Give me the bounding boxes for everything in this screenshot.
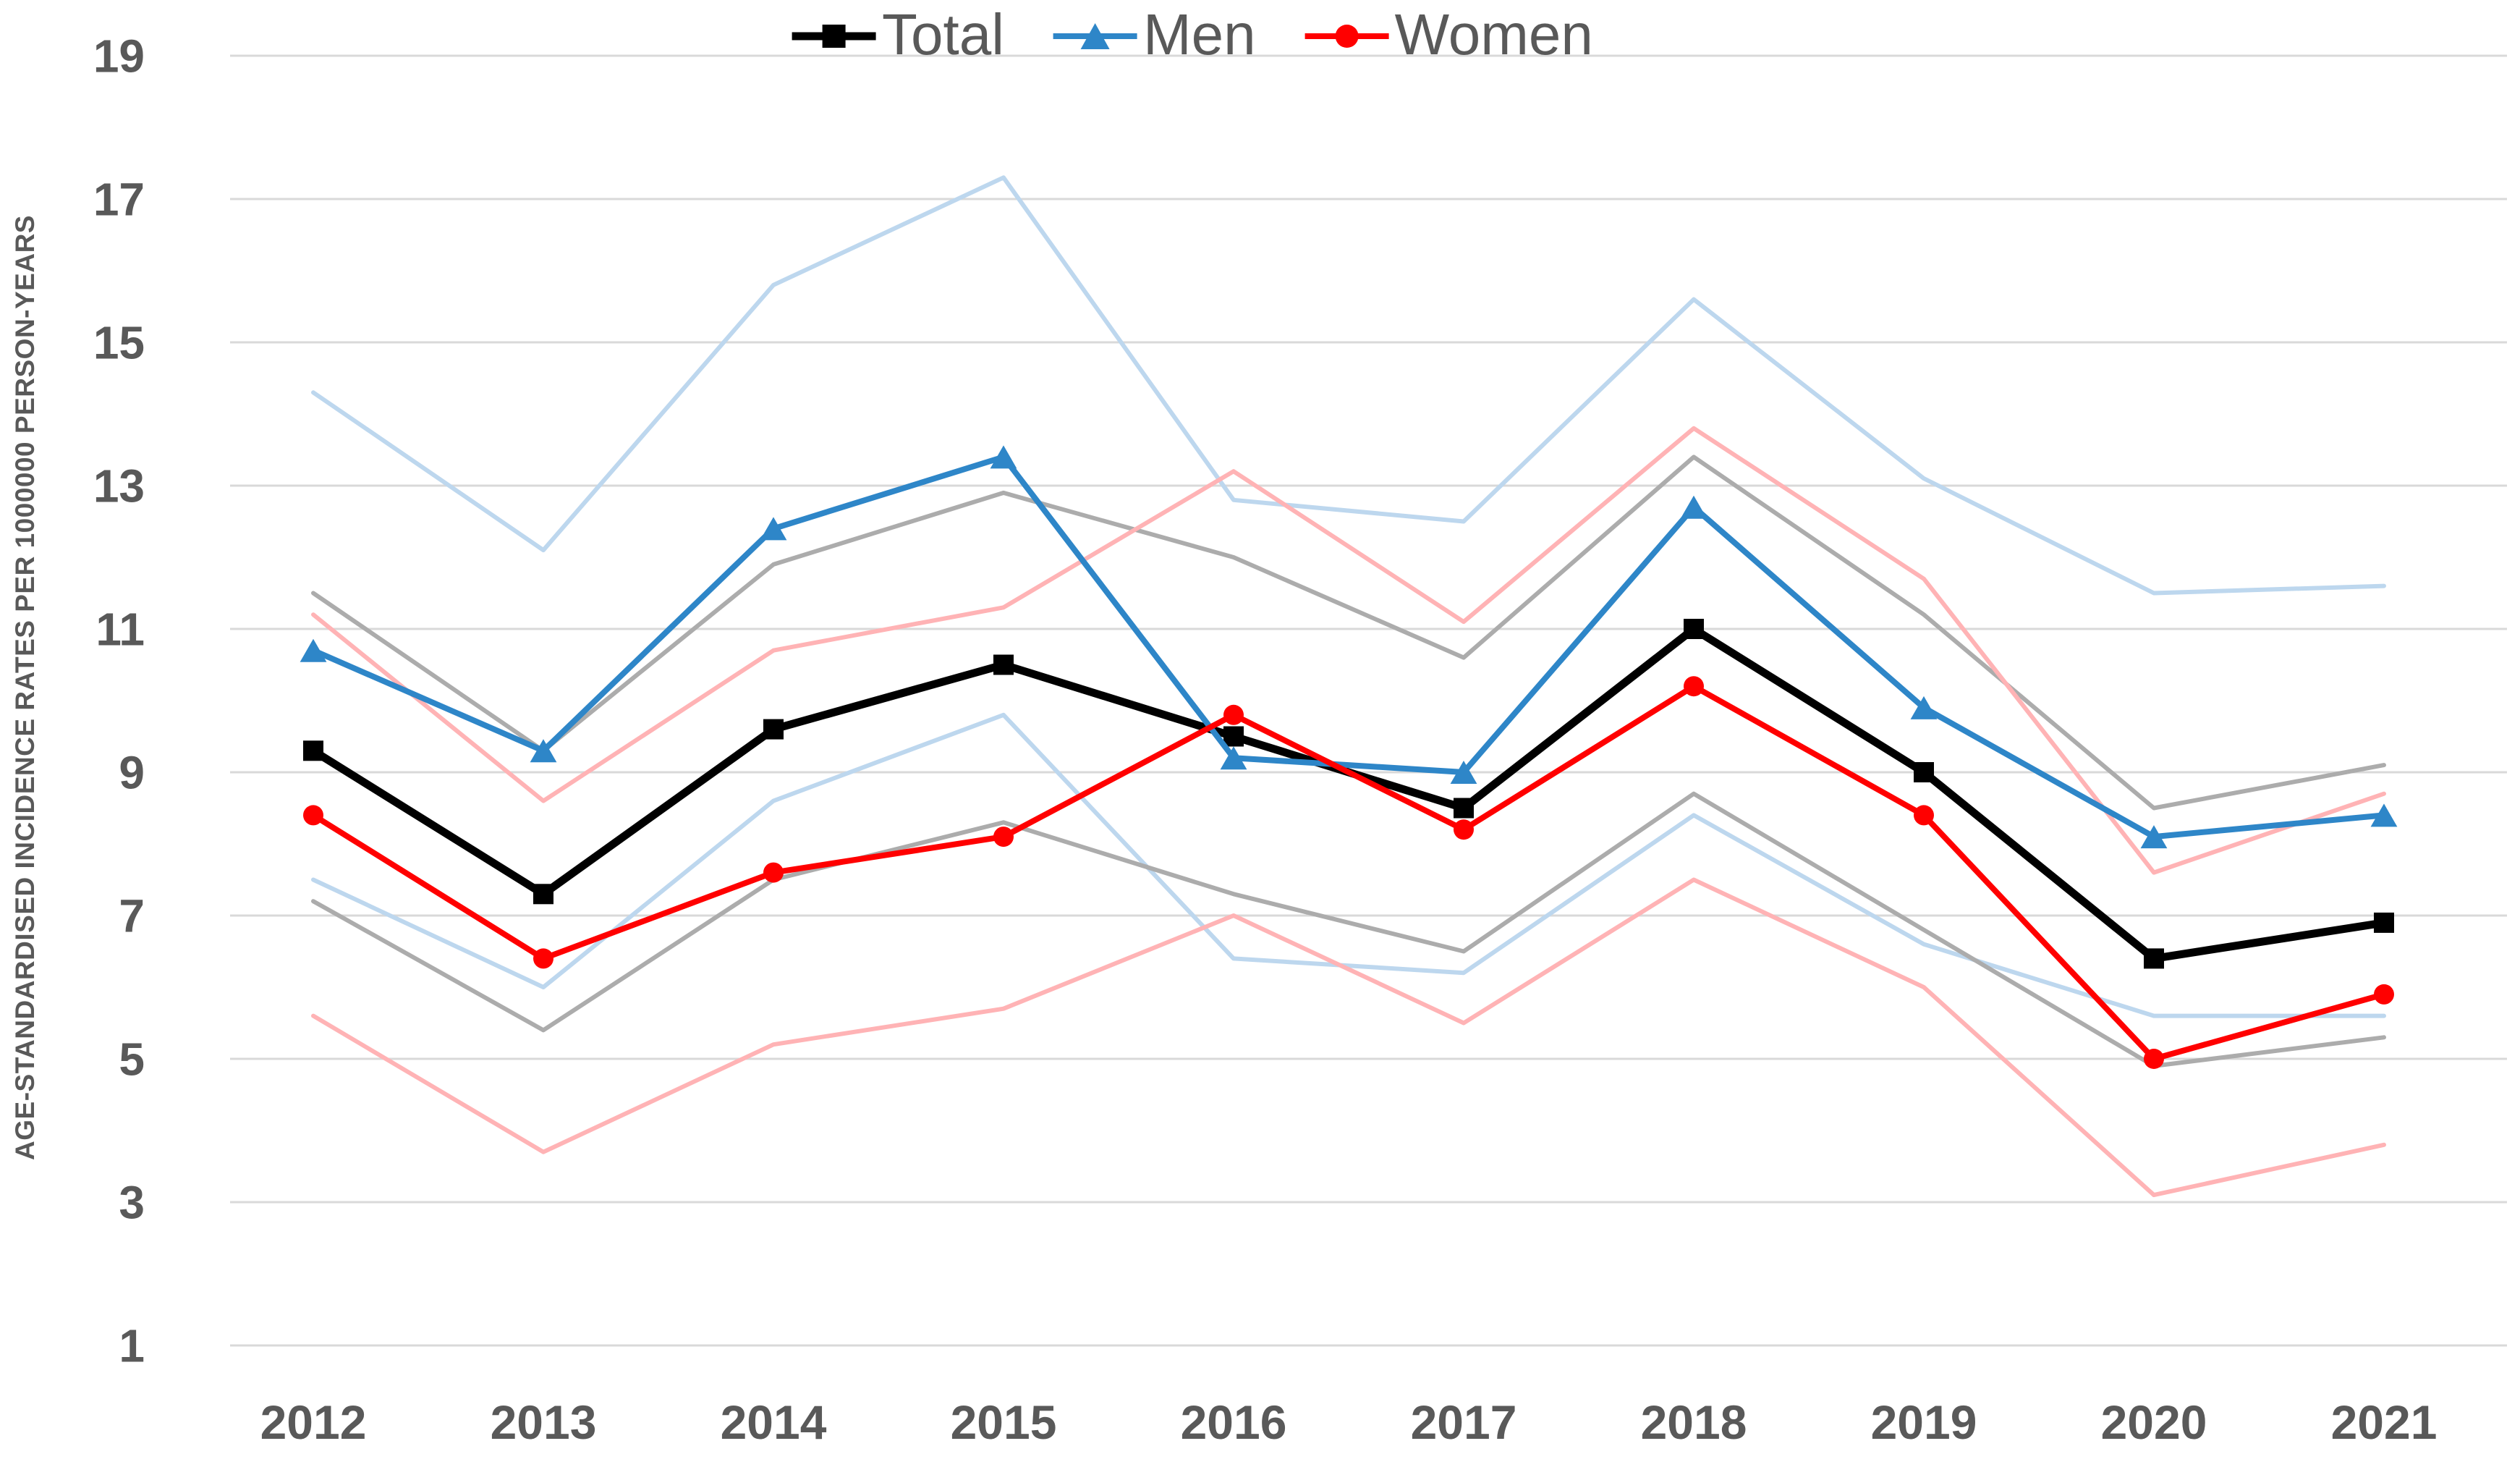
series-marker-total: [303, 740, 323, 761]
series-line-men-upper-ci: [311, 175, 2386, 596]
series-marker-total: [1454, 798, 1474, 819]
series-marker-women: [1454, 819, 1474, 840]
y-axis-tick-label: 17: [93, 173, 145, 225]
y-axis-tick-label: 15: [93, 316, 145, 368]
series-marker-men: [2370, 803, 2398, 827]
series-marker-total: [1914, 762, 1934, 782]
y-axis-tick-label: 9: [119, 746, 145, 798]
square-legend-marker-icon: [792, 25, 877, 48]
x-axis-tick-label: 2021: [2331, 1395, 2438, 1449]
triangle-legend-marker-icon: [1053, 23, 1138, 49]
series-marker-men: [2140, 825, 2168, 849]
series-line-men-lower-ci: [311, 712, 2386, 1018]
series-marker-men: [760, 517, 787, 541]
legend-item-total: Total: [791, 1, 1004, 68]
y-axis-tick-label: 11: [96, 603, 145, 655]
x-axis-tick-label: 2012: [260, 1395, 367, 1449]
y-axis-tick-label: 19: [93, 30, 145, 82]
x-axis-tick-label: 2016: [1181, 1395, 1287, 1449]
legend-item-women: Women: [1304, 1, 1593, 68]
y-axis-title: AGE-STANDARDISED INCIDENCE RATES PER 100…: [10, 215, 40, 1160]
series-marker-women: [2144, 1049, 2164, 1069]
series-marker-total: [1223, 726, 1244, 747]
series-marker-women: [303, 805, 323, 826]
y-axis-tick-label: 1: [119, 1319, 145, 1372]
series-marker-total: [763, 719, 784, 740]
series-marker-total: [993, 654, 1014, 675]
series-marker-total: [2144, 948, 2164, 969]
series-marker-total: [1684, 619, 1704, 639]
series-marker-women: [533, 948, 553, 969]
x-axis-tick-label: 2017: [1411, 1395, 1517, 1449]
x-axis-tick-label: 2013: [491, 1395, 597, 1449]
y-axis-tick-label: 13: [93, 460, 145, 512]
legend-label: Women: [1394, 2, 1593, 67]
series-marker-women: [2374, 984, 2394, 1005]
series-marker-total: [2374, 912, 2394, 933]
series-marker-women: [1684, 676, 1704, 697]
series-marker-men: [1220, 746, 1247, 770]
series-marker-women: [1223, 704, 1244, 725]
x-axis-tick-label: 2018: [1641, 1395, 1747, 1449]
series-line-women-lower-ci: [311, 877, 2386, 1198]
series-marker-men: [990, 445, 1017, 469]
y-axis-tick-label: 7: [119, 889, 145, 942]
series-marker-men: [1680, 495, 1707, 519]
legend-item-men: Men: [1052, 1, 1256, 68]
series-marker-women: [1914, 805, 1934, 826]
legend-label: Men: [1143, 2, 1256, 67]
legend-label: Total: [882, 2, 1005, 67]
series-line-total-lower-ci: [311, 791, 2386, 1068]
series-line-women-upper-ci: [311, 426, 2386, 875]
series-marker-men: [1450, 761, 1477, 784]
chart-legend: Total Men Women: [791, 1, 1593, 68]
series-line-men: [310, 454, 2387, 840]
series-line-women: [310, 683, 2387, 1062]
x-axis-tick-label: 2015: [951, 1395, 1057, 1449]
series-marker-women: [763, 862, 784, 883]
x-axis-tick-label: 2014: [721, 1395, 827, 1449]
series-marker-women: [993, 827, 1014, 848]
series-marker-total: [533, 884, 553, 905]
y-axis-tick-label: 3: [119, 1176, 145, 1228]
series-marker-men: [530, 739, 557, 763]
series-line-total-upper-ci: [311, 455, 2386, 811]
series-marker-men: [1910, 696, 1938, 719]
x-axis-tick-label: 2019: [1871, 1395, 1977, 1449]
circle-legend-marker-icon: [1304, 25, 1389, 48]
series-marker-men: [300, 638, 327, 662]
y-axis-tick-label: 5: [119, 1033, 145, 1085]
x-axis-tick-label: 2020: [2101, 1395, 2207, 1449]
